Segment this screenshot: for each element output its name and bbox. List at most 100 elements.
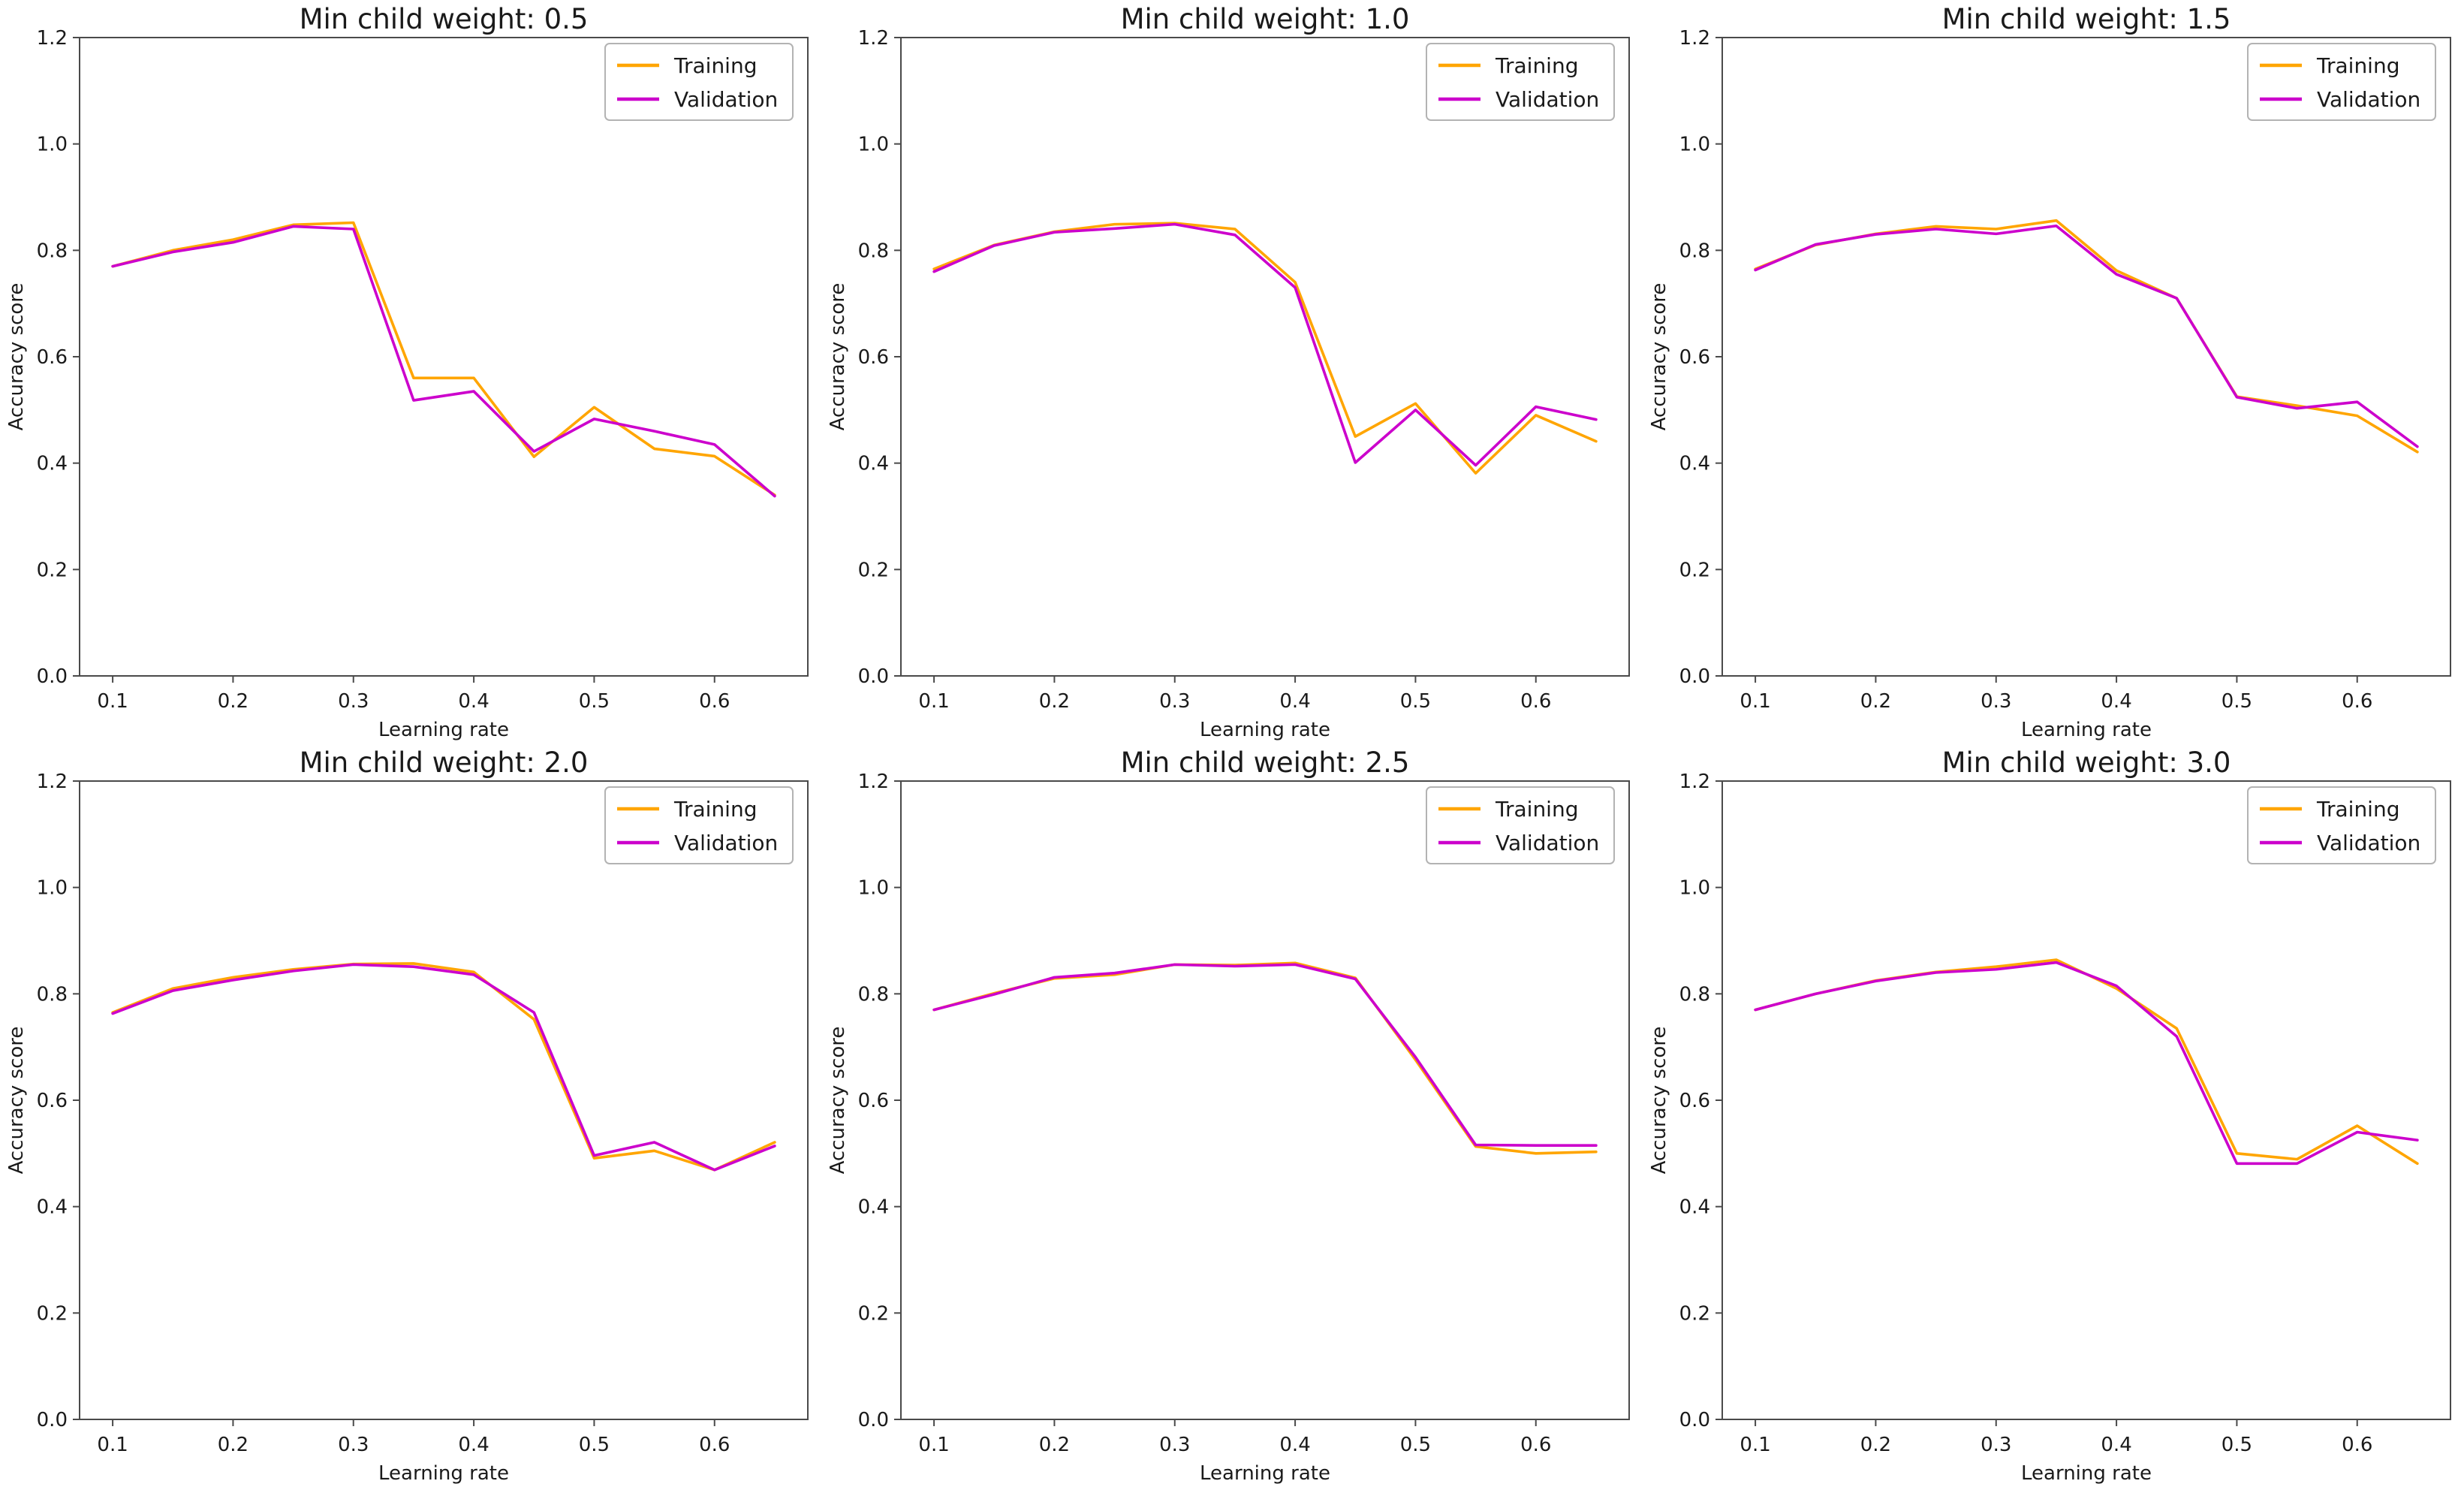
chart-svg: 0.0 0.2 0.4 0.6 0.8 1.0 1.2 0.1 0.2 0.3 0.4 0.5 0.6 L… — [1648, 3, 2451, 741]
x-tick-label: 0.3 — [338, 690, 369, 713]
validation-line — [932, 222, 1598, 467]
axes-frame — [79, 37, 809, 677]
x-tick-label: 0.2 — [1860, 690, 1891, 713]
x-axis-label: Learning rate — [2021, 719, 2152, 741]
y-tick-label: 1.2 — [37, 27, 68, 50]
y-tick-label: 0.2 — [858, 559, 889, 581]
subplot-2.0: 0.0 0.2 0.4 0.6 0.8 1.0 1.2 0.1 0.2 0.3 0.4 0.5 0.6 L… — [0, 744, 821, 1487]
x-tick-label: 0.6 — [2342, 690, 2372, 713]
subplot-title: Min child weight: 1.5 — [1942, 3, 2231, 35]
x-tick-label: 0.2 — [1860, 1434, 1891, 1456]
y-tick-label: 0.6 — [37, 1090, 68, 1112]
y-tick-label: 1.2 — [1679, 27, 1710, 50]
y-tick-label: 0.2 — [858, 1302, 889, 1325]
x-axis-label: Learning rate — [378, 719, 509, 741]
chart-svg: 0.0 0.2 0.4 0.6 0.8 1.0 1.2 0.1 0.2 0.3 0.4 0.5 0.6 L… — [827, 3, 1630, 741]
y-tick-label: 0.4 — [858, 1196, 889, 1219]
axes-frame — [1721, 780, 2451, 1420]
y-tick-label: 0.8 — [37, 240, 68, 262]
legend-label-validation: Validation — [1496, 831, 1599, 855]
x-tick-label: 0.6 — [1520, 690, 1551, 713]
y-tick-label: 0.8 — [858, 240, 889, 262]
chart-svg: 0.0 0.2 0.4 0.6 0.8 1.0 1.2 0.1 0.2 0.3 0.4 0.5 0.6 L… — [827, 747, 1630, 1485]
subplot-2.5: 0.0 0.2 0.4 0.6 0.8 1.0 1.2 0.1 0.2 0.3 0.4 0.5 0.6 L… — [821, 744, 1643, 1487]
validation-line — [111, 225, 776, 498]
training-line — [1754, 958, 2419, 1166]
x-tick-label: 0.6 — [699, 1434, 730, 1456]
axes-frame — [79, 780, 809, 1420]
legend-box — [604, 786, 794, 864]
x-tick-label: 0.1 — [97, 690, 128, 713]
y-tick-label: 1.0 — [1679, 134, 1710, 156]
subplot-title: Min child weight: 0.5 — [300, 3, 589, 35]
legend-box — [1426, 43, 1615, 121]
legend-label-validation: Validation — [1496, 87, 1599, 112]
x-tick-label: 0.3 — [338, 1434, 369, 1456]
y-tick-label: 0.2 — [37, 559, 68, 581]
y-tick-label: 0.0 — [858, 665, 889, 688]
legend-label-validation: Validation — [2317, 87, 2420, 112]
x-tick-label: 0.5 — [579, 690, 610, 713]
chart-svg: 0.0 0.2 0.4 0.6 0.8 1.0 1.2 0.1 0.2 0.3 0.4 0.5 0.6 L… — [5, 3, 809, 741]
y-tick-label: 1.2 — [37, 771, 68, 793]
y-tick-label: 0.2 — [1679, 559, 1710, 581]
legend-label-training: Training — [1495, 797, 1578, 822]
training-line — [111, 962, 776, 1172]
axes-frame — [900, 780, 1630, 1420]
subplot-title: Min child weight: 2.0 — [300, 747, 589, 779]
chart-svg: 0.0 0.2 0.4 0.6 0.8 1.0 1.2 0.1 0.2 0.3 0.4 0.5 0.6 L… — [5, 747, 809, 1485]
y-tick-label: 0.6 — [1679, 346, 1710, 369]
x-tick-label: 0.3 — [1981, 690, 2011, 713]
axes-frame — [900, 37, 1630, 677]
legend-box — [1426, 786, 1615, 864]
y-tick-label: 0.0 — [858, 1409, 889, 1431]
y-tick-label: 0.0 — [1679, 665, 1710, 688]
y-tick-label: 0.8 — [858, 983, 889, 1006]
subplot-0.5: 0.0 0.2 0.4 0.6 0.8 1.0 1.2 0.1 0.2 0.3 0.4 0.5 0.6 L… — [0, 0, 821, 744]
y-tick-label: 1.0 — [1679, 877, 1710, 900]
y-tick-label: 0.4 — [1679, 453, 1710, 475]
chart-svg: 0.0 0.2 0.4 0.6 0.8 1.0 1.2 0.1 0.2 0.3 0.4 0.5 0.6 L… — [1648, 747, 2451, 1485]
x-tick-label: 0.3 — [1159, 1434, 1190, 1456]
x-tick-label: 0.5 — [1400, 690, 1431, 713]
x-tick-label: 0.1 — [1740, 690, 1770, 713]
y-tick-label: 1.0 — [858, 877, 889, 900]
y-axis-label: Accuracy score — [827, 283, 849, 431]
training-line — [932, 961, 1598, 1155]
legend-box — [2247, 786, 2436, 864]
y-tick-label: 0.2 — [1679, 1302, 1710, 1325]
x-tick-label: 0.4 — [2101, 1434, 2131, 1456]
x-tick-label: 0.3 — [1159, 690, 1190, 713]
training-line — [1754, 219, 2419, 454]
subplot-title: Min child weight: 3.0 — [1942, 747, 2231, 779]
y-tick-label: 0.0 — [37, 1409, 68, 1431]
y-axis-label: Accuracy score — [1648, 283, 1670, 431]
x-tick-label: 0.2 — [1039, 1434, 1070, 1456]
x-tick-label: 0.5 — [2222, 1434, 2252, 1456]
x-tick-label: 0.5 — [579, 1434, 610, 1456]
x-tick-label: 0.1 — [1740, 1434, 1770, 1456]
legend-label-validation: Validation — [674, 831, 778, 855]
y-tick-label: 1.2 — [1679, 771, 1710, 793]
x-tick-label: 0.3 — [1981, 1434, 2011, 1456]
y-tick-label: 0.4 — [858, 453, 889, 475]
x-tick-label: 0.4 — [458, 690, 489, 713]
x-axis-label: Learning rate — [1200, 1462, 1330, 1485]
x-tick-label: 0.2 — [218, 1434, 249, 1456]
x-axis-label: Learning rate — [2021, 1462, 2152, 1485]
x-axis-label: Learning rate — [378, 1462, 509, 1485]
x-tick-label: 0.5 — [2222, 690, 2252, 713]
y-tick-label: 1.0 — [858, 134, 889, 156]
axes-frame — [1721, 37, 2451, 677]
legend-box — [604, 43, 794, 121]
validation-line — [111, 963, 776, 1172]
legend-label-training: Training — [1495, 53, 1578, 78]
x-tick-label: 0.5 — [1400, 1434, 1431, 1456]
y-tick-label: 1.2 — [858, 27, 889, 50]
x-tick-label: 0.6 — [699, 690, 730, 713]
x-tick-label: 0.2 — [218, 690, 249, 713]
subplot-3.0: 0.0 0.2 0.4 0.6 0.8 1.0 1.2 0.1 0.2 0.3 0.4 0.5 0.6 L… — [1643, 744, 2464, 1487]
y-tick-label: 0.6 — [1679, 1090, 1710, 1112]
y-tick-label: 0.4 — [37, 453, 68, 475]
y-tick-label: 0.8 — [1679, 240, 1710, 262]
